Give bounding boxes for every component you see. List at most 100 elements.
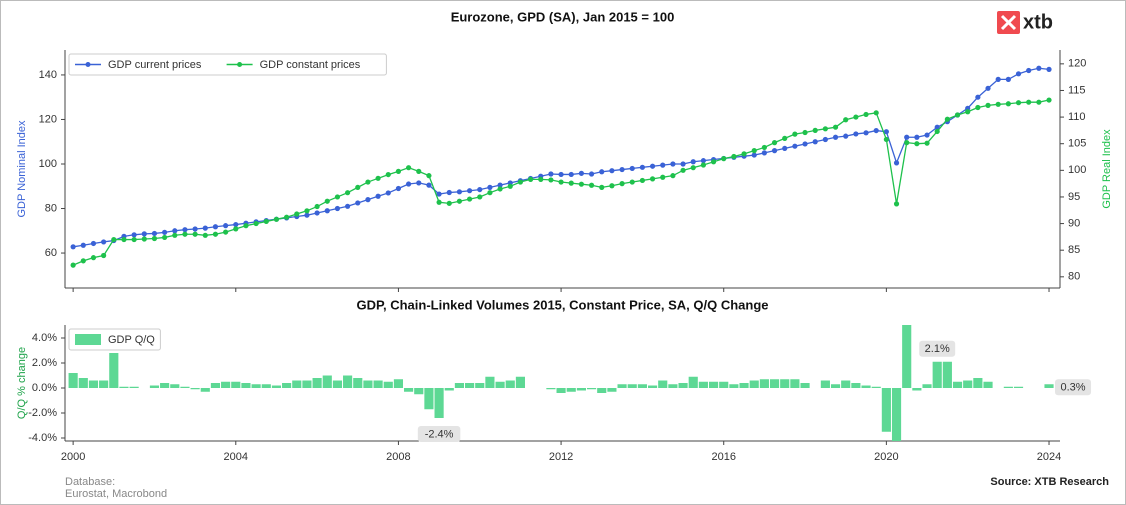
point [141, 236, 147, 242]
point [873, 127, 879, 134]
point [466, 196, 473, 202]
point [944, 116, 950, 122]
point [660, 174, 666, 180]
point [131, 236, 137, 243]
point [843, 117, 849, 123]
bar [210, 383, 221, 388]
bar [546, 388, 556, 390]
y-tick-label: 140 [39, 69, 57, 81]
point [954, 112, 961, 118]
x-tick-label: 2000 [61, 451, 85, 463]
bar [68, 373, 78, 388]
bar [1044, 384, 1054, 388]
point [395, 168, 402, 174]
bar [800, 383, 810, 388]
point [314, 203, 320, 210]
point [883, 129, 889, 135]
bar [190, 388, 200, 390]
point [995, 101, 1001, 107]
point [517, 179, 524, 185]
bar [576, 388, 586, 391]
y2-tick-label: 110 [1068, 111, 1086, 123]
point [914, 141, 920, 147]
point [101, 239, 107, 245]
point [761, 150, 767, 156]
point [162, 234, 168, 241]
point [629, 179, 635, 185]
value-label-box [919, 340, 956, 357]
point [477, 194, 483, 200]
point [893, 160, 900, 166]
point [609, 183, 615, 189]
point [70, 262, 76, 268]
legend: GDP Q/Q [68, 328, 161, 351]
point [1026, 67, 1032, 74]
point [924, 140, 930, 146]
value-label-box [1055, 379, 1092, 396]
footer-source: Source: XTB Research [990, 476, 1109, 488]
point [202, 232, 208, 238]
point [527, 176, 534, 182]
y-tick-label: 120 [39, 113, 57, 125]
point [578, 181, 585, 187]
point [405, 165, 412, 171]
x-tick-label: 2004 [224, 451, 248, 463]
bar [891, 388, 902, 441]
bar [78, 378, 88, 388]
bar [963, 380, 973, 388]
bar [170, 384, 180, 388]
point [782, 135, 788, 141]
point [90, 240, 97, 247]
bar [312, 378, 322, 388]
bar [515, 376, 525, 388]
point [80, 258, 86, 264]
bar [99, 380, 109, 388]
point [558, 171, 564, 178]
legend-label: GDP Q/Q [108, 334, 155, 346]
logo-x [1000, 14, 1017, 31]
point [253, 220, 259, 227]
bar [790, 379, 800, 388]
point [405, 181, 412, 187]
bar [759, 379, 769, 388]
bar [332, 380, 343, 388]
bar [241, 383, 251, 388]
y-tick-label: 80 [45, 202, 57, 214]
point [324, 198, 330, 204]
point [1046, 97, 1052, 103]
bar [647, 385, 658, 388]
y-tick-label: 0.0% [32, 382, 57, 394]
point [761, 144, 767, 151]
point [375, 175, 381, 181]
bar [861, 385, 871, 388]
bar [871, 386, 881, 388]
point [904, 140, 910, 146]
point [385, 171, 391, 178]
point [538, 176, 544, 182]
point [690, 159, 696, 165]
point [324, 208, 330, 214]
bar [902, 325, 912, 388]
point [832, 124, 839, 130]
x-tick-label: 2024 [1037, 451, 1061, 463]
legend-label: GDP current prices [108, 59, 202, 71]
point [151, 235, 158, 242]
point [863, 111, 869, 118]
point [893, 201, 900, 207]
legend-marker [85, 62, 91, 67]
bar [698, 381, 708, 388]
bar [607, 388, 617, 392]
point [121, 236, 127, 243]
point [975, 94, 981, 100]
point [995, 76, 1001, 82]
bar [393, 379, 404, 388]
bar [841, 380, 851, 388]
point [812, 139, 818, 145]
bar [231, 381, 241, 388]
bar [820, 380, 830, 388]
point [751, 148, 757, 154]
bar [780, 379, 790, 388]
point [385, 190, 391, 196]
bar [404, 388, 414, 392]
